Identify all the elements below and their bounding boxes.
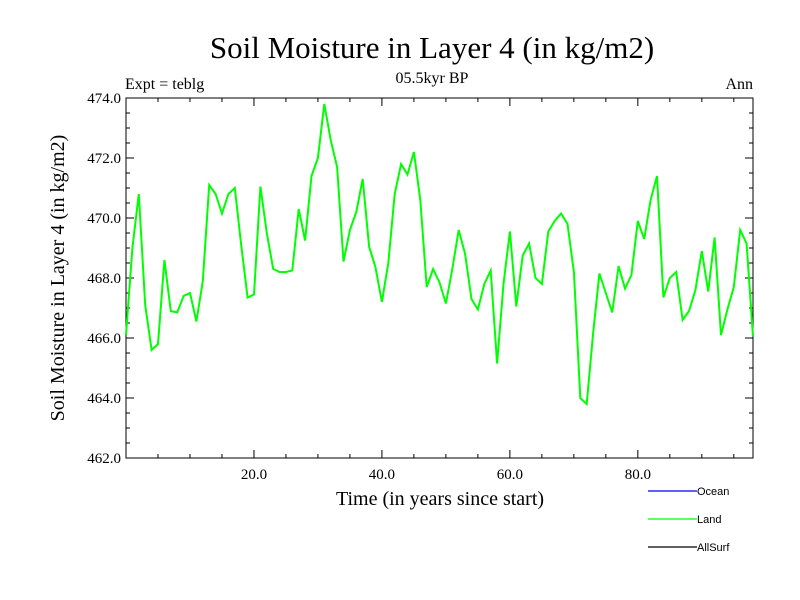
chart-title: Soil Moisture in Layer 4 (in kg/m2) (210, 30, 654, 65)
y-tick-label: 466.0 (87, 331, 121, 347)
legend-label-land: Land (697, 514, 721, 526)
y-tick-label: 468.0 (87, 271, 121, 287)
y-axis: 462.0 464.0 466.0 468.0 470.0 472.0 474.0 (87, 91, 753, 467)
y-tick-label: 464.0 (87, 391, 121, 407)
legend-label-ocean: Ocean (697, 486, 729, 498)
x-tick-label: 20.0 (241, 467, 267, 483)
x-tick-label: 40.0 (369, 467, 395, 483)
x-tick-label: 80.0 (625, 467, 651, 483)
legend-label-allsurf: AllSurf (697, 542, 730, 554)
season-label: Ann (725, 76, 753, 93)
y-tick-label: 462.0 (87, 451, 121, 467)
legend: Ocean Land AllSurf (648, 486, 730, 554)
y-axis-label: Soil Moisture in Layer 4 (in kg/m2) (47, 135, 69, 422)
series-layer (125, 103, 754, 407)
y-tick-label: 474.0 (87, 91, 121, 107)
x-axis: 20.0 40.0 60.0 80.0 (125, 98, 735, 483)
chart-subtitle: 05.5kyr BP (396, 70, 469, 87)
series-line-land (125, 103, 754, 407)
y-tick-label: 472.0 (87, 151, 121, 167)
plot-frame (125, 97, 754, 459)
experiment-label: Expt = teblg (125, 76, 204, 93)
x-tick-label: 60.0 (497, 467, 523, 483)
y-tick-label: 470.0 (87, 211, 121, 227)
x-axis-label: Time (in years since start) (336, 488, 544, 510)
